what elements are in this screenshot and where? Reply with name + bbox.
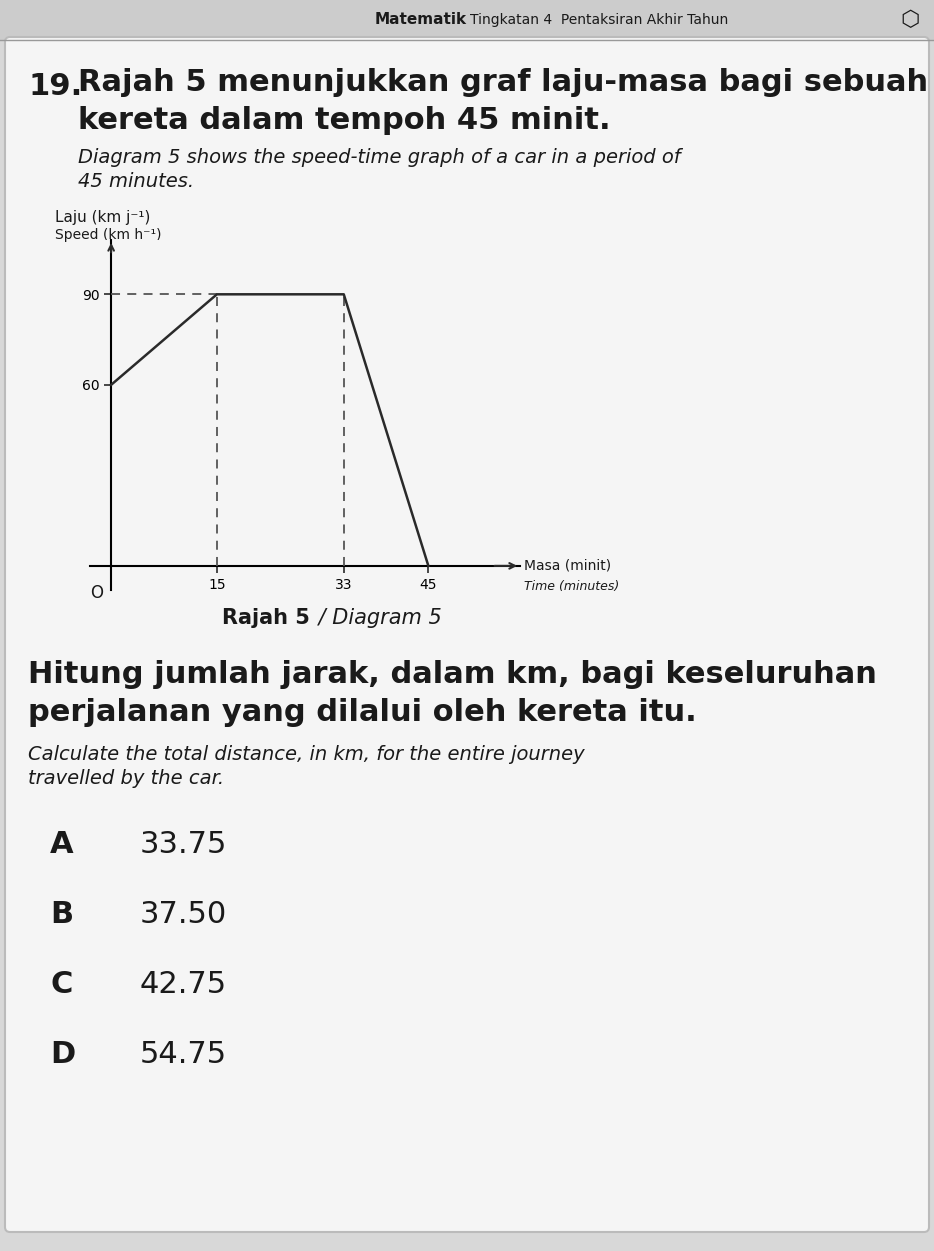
FancyBboxPatch shape	[0, 0, 934, 40]
Text: Time (minutes): Time (minutes)	[524, 580, 618, 593]
Text: B: B	[50, 899, 73, 929]
Text: 42.75: 42.75	[140, 970, 227, 1000]
Text: O: O	[91, 584, 104, 602]
Text: A: A	[50, 829, 74, 859]
Text: Rajah 5 menunjukkan graf laju-masa bagi sebuah: Rajah 5 menunjukkan graf laju-masa bagi …	[78, 68, 928, 98]
Text: ⬡: ⬡	[900, 10, 920, 30]
Text: kereta dalam tempoh 45 minit.: kereta dalam tempoh 45 minit.	[78, 106, 611, 135]
Text: D: D	[50, 1040, 76, 1070]
Text: Tingkatan 4  Pentaksiran Akhir Tahun: Tingkatan 4 Pentaksiran Akhir Tahun	[470, 13, 729, 28]
Text: / Diagram 5: / Diagram 5	[312, 608, 442, 628]
Text: Diagram 5 shows the speed-time graph of a car in a period of: Diagram 5 shows the speed-time graph of …	[78, 148, 681, 166]
Text: 45 minutes.: 45 minutes.	[78, 171, 194, 191]
Text: 37.50: 37.50	[140, 899, 227, 929]
Text: Speed (km h⁻¹): Speed (km h⁻¹)	[55, 228, 162, 241]
Text: Masa (minit): Masa (minit)	[524, 559, 611, 573]
Text: 33.75: 33.75	[140, 829, 227, 859]
Text: perjalanan yang dilalui oleh kereta itu.: perjalanan yang dilalui oleh kereta itu.	[28, 698, 697, 727]
Text: C: C	[50, 970, 72, 1000]
Text: travelled by the car.: travelled by the car.	[28, 769, 224, 788]
Text: Laju (km j⁻¹): Laju (km j⁻¹)	[55, 210, 150, 225]
Text: Hitung jumlah jarak, dalam km, bagi keseluruhan: Hitung jumlah jarak, dalam km, bagi kese…	[28, 661, 877, 689]
Text: Rajah 5: Rajah 5	[222, 608, 310, 628]
FancyBboxPatch shape	[5, 38, 929, 1232]
Text: Calculate the total distance, in km, for the entire journey: Calculate the total distance, in km, for…	[28, 746, 585, 764]
Text: 54.75: 54.75	[140, 1040, 227, 1070]
Text: Matematik: Matematik	[375, 13, 467, 28]
Text: 19.: 19.	[28, 73, 82, 101]
